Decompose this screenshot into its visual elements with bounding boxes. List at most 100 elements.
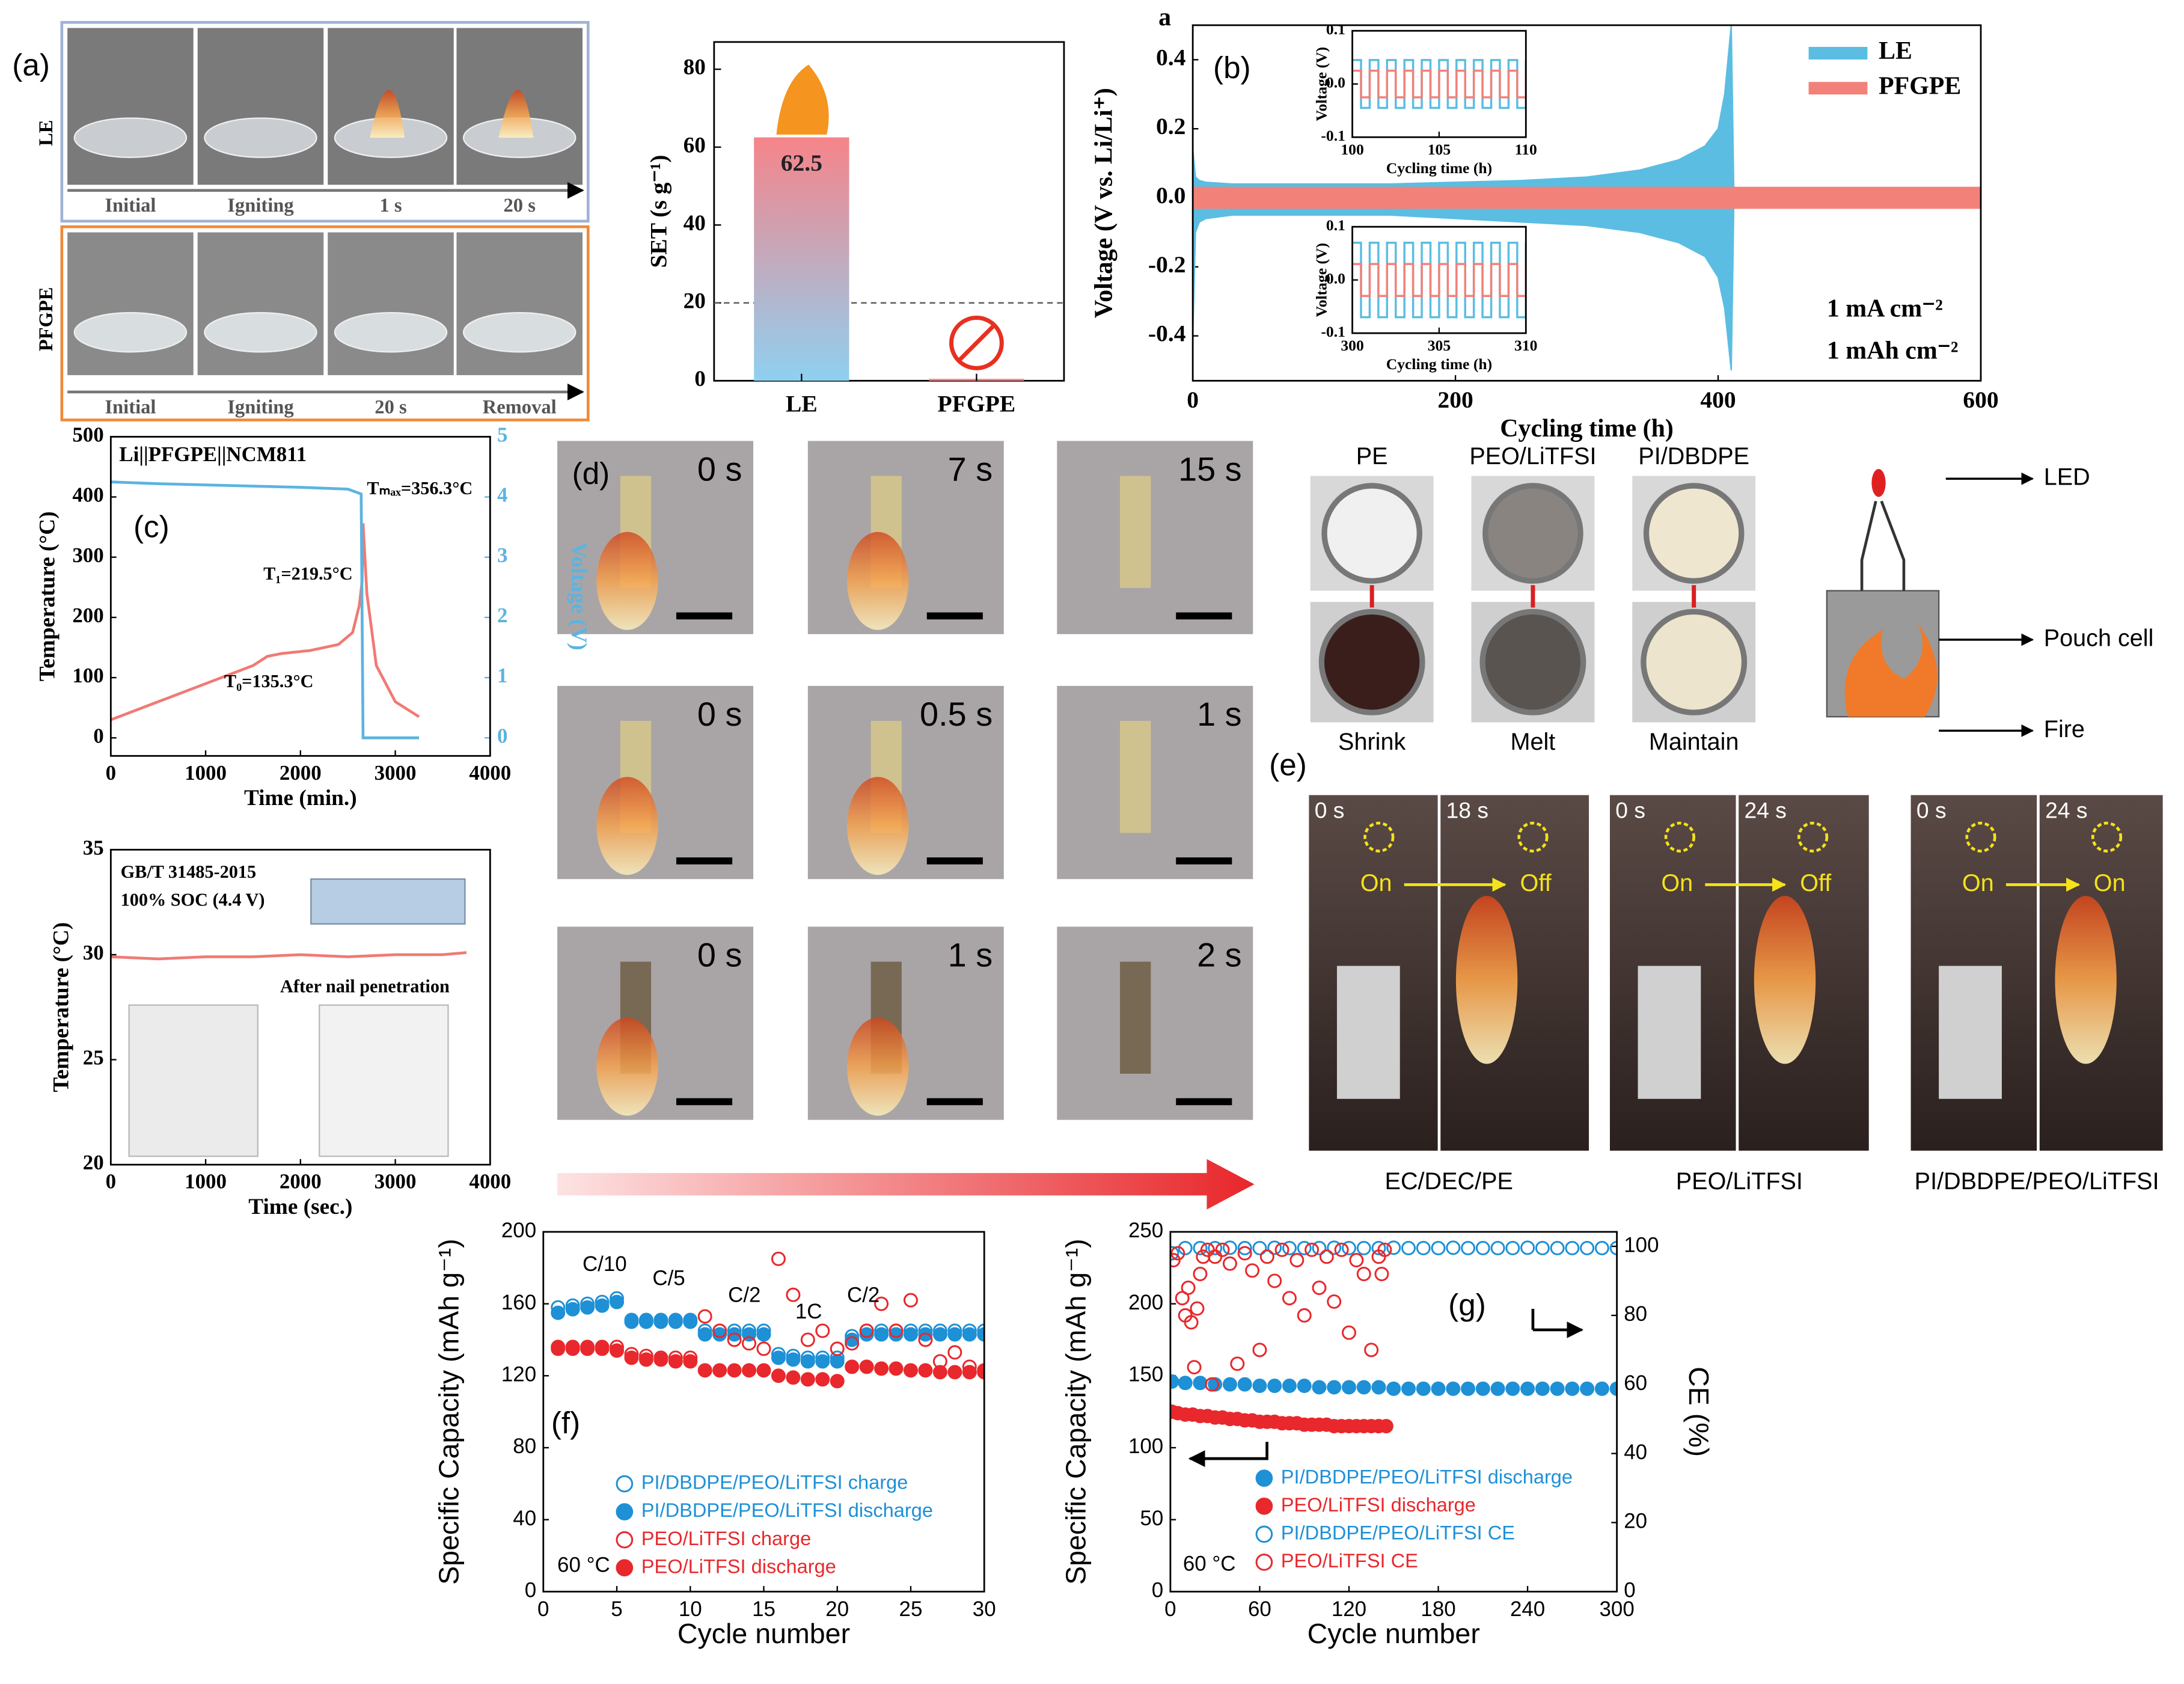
band-series xyxy=(1193,186,1981,209)
sample xyxy=(1120,476,1151,588)
chart-title: Li||PFGPE||NCM811 xyxy=(119,442,307,466)
point xyxy=(610,1294,625,1309)
point xyxy=(1282,1240,1297,1255)
point xyxy=(1267,1240,1282,1255)
x-tick-label: LE xyxy=(786,390,818,417)
point xyxy=(1349,1253,1364,1268)
point xyxy=(1520,1381,1535,1396)
point xyxy=(653,1314,668,1329)
point xyxy=(565,1302,580,1317)
point xyxy=(1594,1381,1609,1396)
point xyxy=(859,1323,874,1338)
led-wires xyxy=(1860,500,1906,591)
x-tick-label: 120 xyxy=(1332,1597,1366,1621)
y-tick-label: 0 xyxy=(694,367,706,391)
y-tick-label: 50 xyxy=(1140,1507,1163,1530)
frame-label: 20 s xyxy=(504,195,536,216)
y-axis-label: Temperature (°C) xyxy=(49,922,74,1092)
flame xyxy=(596,777,658,875)
point xyxy=(1356,1267,1371,1281)
point xyxy=(1282,1379,1297,1394)
point xyxy=(1305,1242,1320,1257)
point xyxy=(874,1327,889,1342)
y2-tick-label: 2 xyxy=(497,604,507,627)
led xyxy=(1871,468,1886,497)
legend-label: PI/DBDPE/PEO/LiTFSI charge xyxy=(641,1471,908,1493)
y-tick-label: 300 xyxy=(72,543,103,567)
point xyxy=(1252,1343,1267,1358)
y2-tick-label: 40 xyxy=(1624,1441,1647,1464)
frame-label: Removal xyxy=(483,396,557,418)
y-tick-label: 250 xyxy=(1128,1219,1163,1242)
point xyxy=(771,1251,786,1266)
point xyxy=(977,1365,985,1380)
y-tick-label: 100 xyxy=(72,664,103,687)
y-tick-label: 0.0 xyxy=(1326,270,1345,287)
disc xyxy=(1321,483,1422,584)
x-tick-label: 0 xyxy=(1187,387,1199,413)
annotation: C/2 xyxy=(728,1283,760,1306)
y2-axis-label: Voltage (V) xyxy=(566,542,591,651)
separator-result: Maintain xyxy=(1649,729,1739,755)
flame xyxy=(1754,896,1816,1064)
point xyxy=(845,1332,860,1347)
point xyxy=(800,1354,815,1369)
line-series xyxy=(111,523,420,721)
x-tick-label: 0 xyxy=(106,761,116,785)
y2-tick-label: 0 xyxy=(497,724,507,747)
point xyxy=(1490,1240,1505,1255)
legend-marker xyxy=(616,1503,634,1520)
legend-label: LE xyxy=(1879,37,1912,65)
point xyxy=(697,1327,712,1342)
point xyxy=(830,1354,845,1369)
panel-label: (c) xyxy=(133,510,170,544)
led-state: On xyxy=(1661,870,1693,896)
point xyxy=(771,1350,786,1365)
point xyxy=(1565,1240,1580,1255)
time-label: 0 s xyxy=(697,935,742,973)
frame-pfgpe xyxy=(60,225,590,421)
point xyxy=(932,1327,947,1342)
x-tick-label: 5 xyxy=(611,1597,622,1621)
chart: 300 305 310 -0.1 0.0 0.1 Cycling time (h) Volta… xyxy=(1313,216,1538,373)
point xyxy=(1312,1280,1327,1295)
photo xyxy=(557,441,754,634)
disc xyxy=(1479,608,1586,715)
point xyxy=(1237,1240,1252,1255)
disc xyxy=(1641,608,1748,715)
point xyxy=(1208,1240,1223,1255)
x-tick-label: 600 xyxy=(1963,387,1998,413)
point xyxy=(1184,1315,1199,1330)
point xyxy=(697,1363,712,1378)
point xyxy=(683,1314,698,1329)
plot-frame xyxy=(1191,24,1982,382)
point xyxy=(1475,1381,1490,1396)
point xyxy=(1178,1240,1193,1255)
y-tick-label: -0.2 xyxy=(1148,251,1186,278)
point xyxy=(624,1350,639,1365)
point xyxy=(1170,1246,1179,1261)
plot-frame xyxy=(713,41,1065,382)
time-label: 24 s xyxy=(2045,797,2087,822)
point xyxy=(653,1352,668,1367)
point xyxy=(1505,1381,1520,1396)
point xyxy=(742,1336,757,1351)
point xyxy=(727,1363,742,1378)
annotation: C/10 xyxy=(583,1252,627,1276)
point xyxy=(1312,1240,1327,1255)
time-label: 0 s xyxy=(1916,797,1947,822)
point xyxy=(1364,1343,1379,1358)
point xyxy=(903,1363,918,1378)
time-label: 15 s xyxy=(1178,450,1242,488)
point xyxy=(830,1341,845,1356)
point xyxy=(800,1372,815,1387)
flame xyxy=(847,777,909,875)
point xyxy=(1319,1249,1334,1264)
x-axis-label: Cycling time (h) xyxy=(1500,415,1674,442)
led-state: Off xyxy=(1800,870,1832,896)
legend-marker xyxy=(616,1531,634,1549)
cell-icon xyxy=(310,878,466,925)
x-tick-label: 2000 xyxy=(280,1170,322,1193)
y-tick-label: -0.4 xyxy=(1148,320,1186,347)
point xyxy=(1252,1379,1267,1394)
